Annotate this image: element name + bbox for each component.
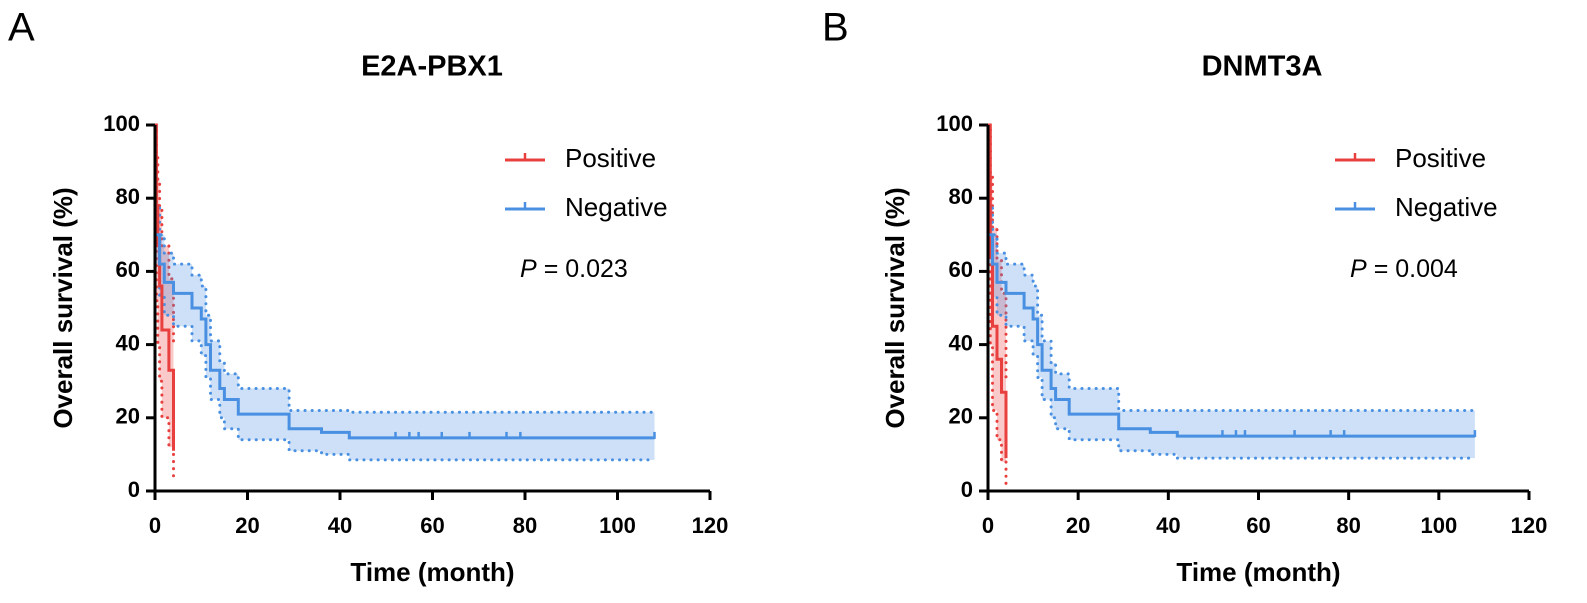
x-axis-label: Time (month) xyxy=(1176,557,1340,587)
y-axis-label: Overall survival (%) xyxy=(880,187,910,428)
x-tick-label: 80 xyxy=(1336,513,1360,538)
y-tick-label: 100 xyxy=(103,111,140,136)
x-tick-label: 80 xyxy=(513,513,537,538)
y-tick-label: 40 xyxy=(949,330,973,355)
x-tick-label: 60 xyxy=(1246,513,1270,538)
p-text: = 0.023 xyxy=(544,255,628,283)
survival-line xyxy=(988,123,1008,459)
chart-title: E2A-PBX1 xyxy=(361,51,503,83)
panel-label: A xyxy=(8,6,35,50)
p-text: = 0.004 xyxy=(1374,255,1458,283)
y-tick-label: 80 xyxy=(116,184,140,209)
confidence-band xyxy=(155,205,655,460)
x-tick-label: 0 xyxy=(982,513,994,538)
legend-label: Positive xyxy=(565,143,656,173)
x-tick-label: 40 xyxy=(1156,513,1180,538)
y-tick-label: 60 xyxy=(949,257,973,282)
y-tick-label: 0 xyxy=(961,477,973,502)
ci-upper xyxy=(986,204,1477,412)
chart-title: DNMT3A xyxy=(1202,51,1323,83)
y-tick-label: 60 xyxy=(116,257,140,282)
ci-lower xyxy=(986,123,1008,486)
y-tick-label: 80 xyxy=(949,184,973,209)
p-value: P = 0.023 xyxy=(520,255,628,283)
survival-line xyxy=(155,233,655,440)
y-axis-label: Overall survival (%) xyxy=(48,187,78,428)
ci-lower xyxy=(153,262,656,462)
y-tick-label: 100 xyxy=(936,111,973,136)
y-tick-label: 20 xyxy=(949,404,973,429)
x-tick-label: 0 xyxy=(149,513,161,538)
survival-line xyxy=(988,233,1475,438)
legend-label: Negative xyxy=(565,192,668,222)
x-tick-label: 40 xyxy=(328,513,352,538)
x-tick-label: 20 xyxy=(1066,513,1090,538)
legend-label: Positive xyxy=(1395,143,1486,173)
x-tick-label: 100 xyxy=(599,513,636,538)
p-value: P = 0.004 xyxy=(1350,255,1458,283)
x-tick-label: 100 xyxy=(1420,513,1457,538)
p-symbol: P xyxy=(1350,255,1367,283)
x-tick-label: 60 xyxy=(420,513,444,538)
x-axis-label: Time (month) xyxy=(350,557,514,587)
confidence-band xyxy=(988,205,1475,459)
x-tick-label: 120 xyxy=(692,513,729,538)
y-tick-label: 40 xyxy=(116,330,140,355)
x-tick-label: 20 xyxy=(235,513,259,538)
legend-label: Negative xyxy=(1395,192,1498,222)
x-tick-label: 120 xyxy=(1511,513,1548,538)
p-symbol: P xyxy=(520,255,537,283)
y-tick-label: 0 xyxy=(128,477,140,502)
y-tick-label: 20 xyxy=(116,404,140,429)
ci-lower xyxy=(986,262,1477,460)
panel-label: B xyxy=(822,6,849,50)
